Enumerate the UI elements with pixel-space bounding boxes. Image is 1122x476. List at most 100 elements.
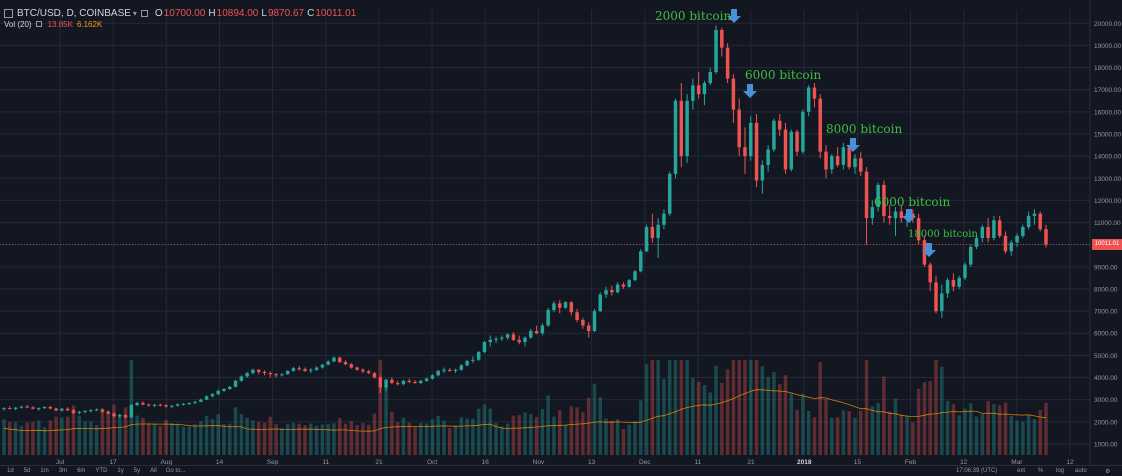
percent-toggle[interactable]: %: [1038, 468, 1044, 474]
candle-body: [847, 147, 851, 168]
candle-body: [366, 371, 371, 374]
volume-bar: [922, 382, 927, 455]
volume-bar: [529, 414, 533, 455]
x-tick-label: 15: [854, 459, 862, 466]
candle-body: [783, 129, 788, 170]
volume-bar: [569, 406, 574, 455]
volume-bar: [181, 426, 186, 455]
volume-bar: [372, 413, 377, 455]
visibility-icon[interactable]: [140, 9, 148, 17]
candle-body: [505, 334, 510, 338]
volume-bar: [303, 425, 307, 455]
candle-body: [500, 337, 504, 339]
y-tick-label: 16000.00: [1094, 109, 1121, 116]
timeframe-ytd[interactable]: YTD: [95, 468, 108, 474]
volume-bar: [928, 381, 932, 455]
volume-bar: [702, 384, 707, 455]
candle-body: [552, 303, 556, 310]
volume-bar: [992, 404, 996, 455]
candle-body: [54, 408, 58, 411]
timeframe-3m[interactable]: 3m: [58, 468, 68, 474]
candle-body: [557, 303, 562, 308]
candle-body: [465, 360, 469, 366]
volume-bar: [720, 382, 724, 455]
chart-header: BTC/USD, D, COINBASE ▾ O 10700.00 H 10894.…: [4, 6, 356, 20]
volume-bar: [459, 417, 464, 455]
candle-body: [94, 409, 99, 411]
candle-body: [969, 246, 973, 265]
x-tick-label: 21: [375, 459, 383, 466]
log-toggle[interactable]: log: [1056, 468, 1065, 474]
candle-body: [610, 290, 614, 293]
timeframe-5y[interactable]: 5y: [133, 468, 141, 474]
volume-bar: [627, 424, 631, 455]
volume-bar: [610, 420, 614, 455]
candle-body: [667, 173, 672, 214]
volume-bar: [285, 424, 290, 455]
volume-bar: [424, 423, 429, 455]
candle-body: [13, 407, 18, 409]
volume-bar: [662, 378, 666, 455]
volume-bar: [94, 424, 99, 455]
goto-date-button[interactable]: Go to...: [165, 468, 186, 474]
annotation-8000-bitcoin: 8000 bitcoin: [826, 122, 903, 136]
volume-visibility-icon[interactable]: [35, 21, 42, 27]
timeframe-all[interactable]: All: [150, 468, 157, 474]
volume-bar: [581, 412, 585, 455]
candle-body: [187, 402, 191, 404]
candle-body: [830, 156, 834, 170]
candle-body: [592, 311, 597, 332]
last-price-tag: 10011.01: [1092, 238, 1122, 250]
close-value: 10011.01: [315, 7, 357, 19]
symbol-icon[interactable]: [4, 8, 13, 18]
candle-body: [19, 406, 24, 408]
candle-body: [754, 122, 759, 181]
volume-bar: [465, 418, 469, 455]
candle-body: [766, 149, 770, 165]
candle-body: [204, 396, 209, 400]
annotation-2000-bitcoin: 2000 bitcoin: [655, 9, 732, 23]
volume-bar: [760, 366, 765, 455]
timeframe-6m[interactable]: 6m: [77, 468, 86, 474]
symbol-dropdown-icon[interactable]: ▾: [132, 8, 137, 18]
candle-body: [604, 290, 608, 295]
ext-toggle[interactable]: ext: [1017, 468, 1026, 474]
volume-bar: [262, 422, 267, 455]
y-tick-label: 5000.00: [1094, 353, 1118, 360]
symbol-label[interactable]: BTC/USD, D, COINBASE: [17, 7, 131, 19]
candle-body: [957, 277, 961, 287]
candle-body: [112, 413, 116, 417]
volume-bar: [824, 398, 828, 455]
volume-bar: [847, 411, 851, 455]
down-arrow-icon: [743, 84, 757, 98]
timeframe-5d[interactable]: 5d: [23, 468, 31, 474]
candle-body: [42, 406, 47, 409]
candle-body: [488, 339, 493, 343]
x-tick-label: Oct: [427, 459, 437, 466]
low-label: L: [261, 7, 267, 19]
volume-bar: [540, 409, 545, 455]
candle-body: [48, 406, 53, 409]
candle-body: [928, 264, 932, 283]
candle-body: [859, 158, 863, 172]
volume-bar: [25, 422, 29, 455]
candle-body: [349, 364, 354, 368]
candle-body: [540, 325, 545, 334]
timeframe-1y[interactable]: 1y: [117, 468, 124, 474]
volume-bar: [118, 414, 122, 455]
volume-bar: [696, 381, 701, 455]
timeframe-1d[interactable]: 1d: [7, 468, 14, 474]
candle-body: [523, 337, 527, 343]
volume-bar: [291, 422, 296, 455]
volume-label[interactable]: Vol (20): [4, 19, 32, 29]
candle-body: [621, 284, 626, 287]
candle-body: [436, 370, 440, 376]
candle-body: [494, 338, 498, 340]
timeframe-1m[interactable]: 1m: [40, 468, 49, 474]
auto-toggle[interactable]: auto: [1075, 468, 1087, 474]
volume-bar: [187, 426, 191, 455]
candle-body: [708, 71, 712, 84]
settings-gear-icon[interactable]: ⚙: [1105, 468, 1111, 475]
volume-bar: [963, 408, 967, 455]
